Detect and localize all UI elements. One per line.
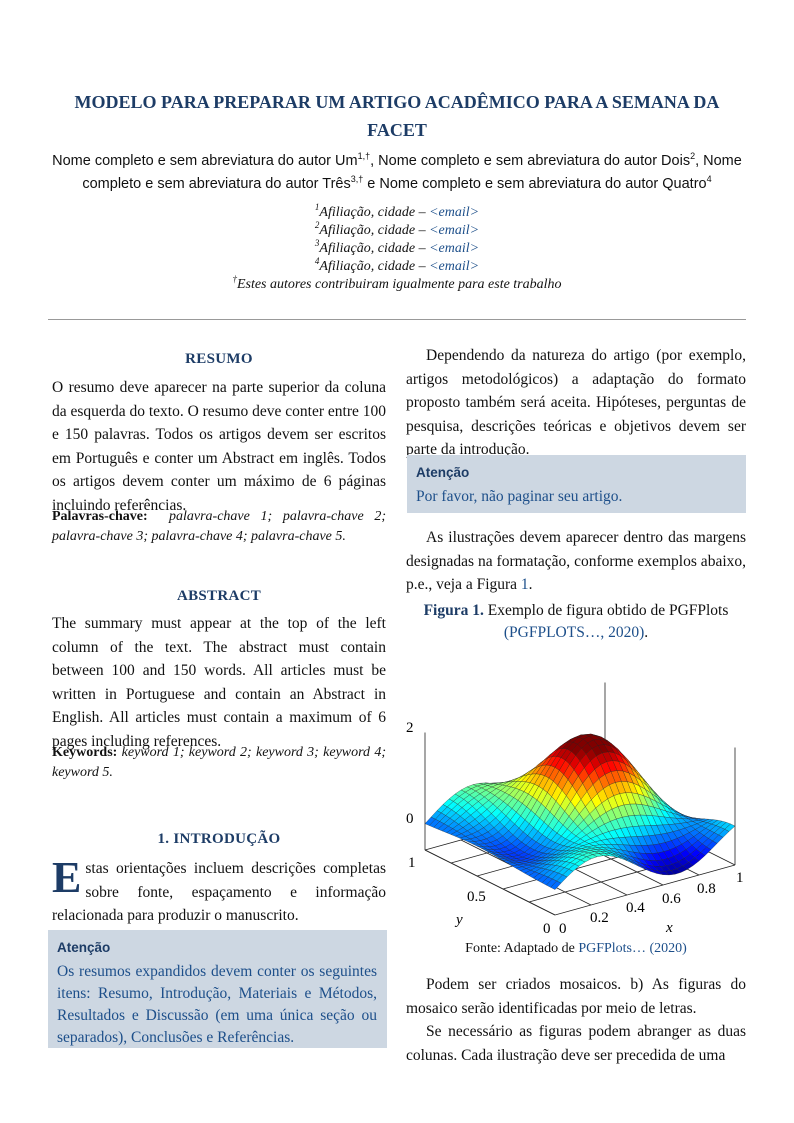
paragraph: Se necessário as figuras podem abranger … bbox=[406, 1023, 746, 1064]
affiliation: 2Afiliação, cidade – <email> bbox=[50, 220, 744, 240]
y-tick-label: 1 bbox=[408, 855, 416, 871]
axis-line bbox=[554, 864, 736, 916]
z-tick-label: 0 bbox=[406, 811, 414, 827]
paragraph-text: . bbox=[528, 576, 533, 593]
aff-sup: 3 bbox=[314, 238, 320, 248]
citation[interactable]: (PGFPLOTS…, 2020) bbox=[503, 624, 645, 641]
x-tick-label: 0 bbox=[559, 921, 567, 937]
paragraph: Dependendo da natureza do artigo (por ex… bbox=[406, 347, 746, 458]
email[interactable]: <email> bbox=[429, 205, 480, 220]
author-sup: 1,† bbox=[357, 151, 371, 161]
keywords-label: Keywords: bbox=[52, 745, 118, 760]
caption-end: . bbox=[644, 624, 649, 641]
paragraph-text: stas orientações incluem descrições comp… bbox=[52, 860, 386, 924]
note-sup: † bbox=[232, 274, 237, 284]
aff-text: Afiliação, cidade – bbox=[319, 223, 430, 238]
email[interactable]: <email> bbox=[429, 259, 480, 274]
author-sup: 4 bbox=[706, 174, 712, 184]
paragraph: The summary must appear at the top of th… bbox=[52, 615, 386, 750]
section-heading: RESUMO bbox=[185, 351, 253, 367]
x-tick-label: 1 bbox=[736, 870, 744, 886]
affiliation: 3Afiliação, cidade – <email> bbox=[50, 238, 744, 258]
x-tick-label: 0.6 bbox=[662, 891, 681, 907]
note-text: Estes autores contribuiram igualmente pa… bbox=[236, 277, 562, 292]
callout-title: Atenção bbox=[57, 940, 111, 955]
affiliation: 4Afiliação, cidade – <email> bbox=[50, 256, 744, 276]
author: , Nome completo e sem abreviatura do aut… bbox=[370, 153, 691, 169]
authors: Nome completo e sem abreviatura do autor… bbox=[50, 150, 744, 196]
email[interactable]: <email> bbox=[429, 223, 480, 238]
citation[interactable]: PGFPlots… (2020) bbox=[578, 941, 687, 956]
figure-caption: Figura 1. Exemplo de figura obtido de PG… bbox=[406, 600, 746, 644]
x-axis-label: x bbox=[665, 920, 673, 936]
paragraph: As ilustrações devem aparecer dentro das… bbox=[406, 526, 746, 597]
z-tick-label: 2 bbox=[406, 720, 414, 736]
aff-text: Afiliação, cidade – bbox=[319, 241, 430, 256]
x-tick-label: 0.4 bbox=[626, 900, 645, 916]
affiliations: 1Afiliação, cidade – <email> 2Afiliação,… bbox=[50, 202, 744, 294]
title: MODELO PARA PREPARAR UM ARTIGO ACADÊMICO… bbox=[74, 92, 720, 140]
keywords-text: keyword 1; keyword 2; keyword 3; keyword… bbox=[52, 745, 387, 780]
author-sup: 2 bbox=[690, 151, 696, 161]
caption-label: Figura 1. bbox=[423, 602, 484, 619]
callout-title: Atenção bbox=[416, 465, 470, 480]
aff-sup: 2 bbox=[314, 220, 320, 230]
section-heading: 1. INTRODUÇÃO bbox=[157, 831, 281, 847]
note: †Estes autores contribuiram igualmente p… bbox=[50, 274, 744, 294]
callout-box: Atenção Por favor, não paginar seu artig… bbox=[407, 455, 746, 513]
author: e Nome completo e sem abreviatura do aut… bbox=[363, 176, 707, 192]
author: , Nome completo e sem abreviatura do aut… bbox=[82, 153, 742, 192]
keywords: Keywords: keyword 1; keyword 2; keyword … bbox=[52, 743, 386, 783]
paragraph-text: As ilustrações devem aparecer dentro das… bbox=[406, 529, 746, 593]
keywords: Palavras-chave: palavra-chave 1; palavra… bbox=[52, 507, 386, 547]
paragraph: Podem ser criados mosaicos. b) As figura… bbox=[406, 976, 746, 1017]
section-heading: ABSTRACT bbox=[176, 588, 262, 604]
affiliation: 1Afiliação, cidade – <email> bbox=[50, 202, 744, 222]
y-tick-label: 0.5 bbox=[467, 889, 486, 905]
aff-sup: 1 bbox=[314, 202, 320, 212]
divider bbox=[48, 319, 746, 320]
surface-patch bbox=[550, 880, 562, 890]
y-axis-label: y bbox=[454, 912, 463, 928]
x-tick-label: 0.8 bbox=[697, 881, 716, 897]
paragraph: O resumo deve aparecer na parte superior… bbox=[52, 379, 386, 514]
source-text: Fonte: Adaptado de bbox=[465, 941, 579, 956]
axis-line bbox=[424, 849, 556, 916]
aff-text: Afiliação, cidade – bbox=[319, 259, 430, 274]
author: Nome completo e sem abreviatura do autor… bbox=[52, 153, 358, 169]
callout-box: Atenção Os resumos expandidos devem cont… bbox=[48, 930, 387, 1048]
y-tick-label: 0 bbox=[543, 921, 551, 937]
caption-text: Exemplo de figura obtido de PGFPlots bbox=[487, 602, 729, 619]
callout-text: Os resumos expandidos devem conter os se… bbox=[57, 963, 377, 1046]
email[interactable]: <email> bbox=[429, 241, 480, 256]
x-tick-label: 0.2 bbox=[590, 910, 609, 926]
figure-source: Fonte: Adaptado de PGFPlots… (2020) bbox=[406, 941, 746, 957]
author-sup: 3,† bbox=[350, 174, 364, 184]
surface bbox=[424, 682, 736, 916]
aff-sup: 4 bbox=[314, 256, 320, 266]
aff-text: Afiliação, cidade – bbox=[319, 205, 430, 220]
keywords-label: Palavras-chave: bbox=[52, 509, 148, 524]
figure-link[interactable]: 1 bbox=[520, 576, 529, 593]
dropcap: E bbox=[52, 853, 82, 902]
callout-text: Por favor, não paginar seu artigo. bbox=[416, 488, 623, 505]
keywords-text: palavra-chave 1; palavra-chave 2; palavr… bbox=[52, 509, 386, 544]
